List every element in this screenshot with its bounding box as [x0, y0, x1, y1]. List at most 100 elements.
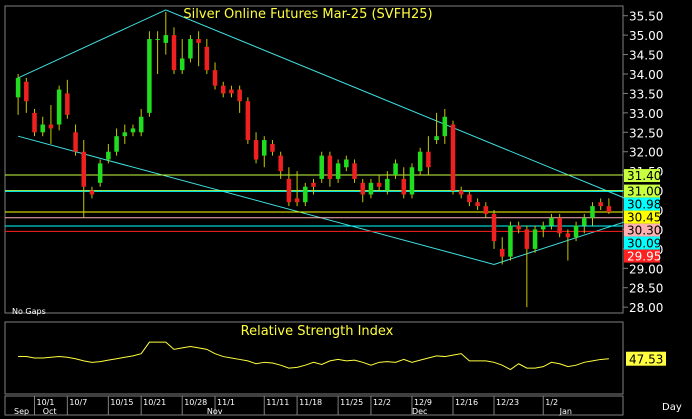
y-tick-label: 35.00	[629, 29, 663, 43]
candle-body	[262, 140, 267, 156]
candle-body	[450, 124, 456, 191]
candle-body	[475, 202, 480, 207]
candle-body	[24, 81, 29, 102]
level-label: 30.98	[627, 198, 661, 212]
candle-body	[344, 159, 349, 168]
candle-body	[499, 248, 505, 257]
level-label: 30.30	[627, 224, 661, 238]
candle-body	[458, 190, 464, 195]
y-tick-label: 35.50	[629, 10, 663, 24]
candle-body	[434, 136, 439, 141]
candle-body	[138, 116, 144, 133]
candle-body	[483, 206, 489, 214]
candle-body	[549, 217, 554, 226]
level-label-box	[624, 223, 660, 237]
rsi-value-box	[626, 351, 666, 366]
candle-body	[368, 182, 374, 195]
x-day-label: 12/23	[496, 398, 519, 407]
x-day-label: 10/7	[69, 398, 87, 407]
rsi-title: Relative Strength Index	[241, 324, 394, 339]
candle-body	[286, 178, 292, 203]
candle-body	[15, 77, 21, 98]
level-label: 30.45	[627, 211, 661, 225]
y-tick-label: 33.00	[629, 107, 663, 121]
x-day-label: 11/18	[299, 398, 322, 407]
y-tick-label: 34.50	[629, 49, 663, 63]
time-axis: 10/1 10/7 10/15 10/21 10/28 11/1 11/11 11/18 11/…	[14, 396, 572, 416]
candle-body	[106, 151, 111, 160]
candle-body	[196, 39, 201, 43]
candle-body	[385, 178, 390, 191]
x-day-label: 11/11	[266, 398, 289, 407]
candle-body	[590, 206, 595, 218]
candle-body	[130, 128, 136, 133]
candle-body	[155, 39, 160, 41]
candle-body	[426, 151, 431, 168]
candle-body	[532, 229, 538, 249]
rsi-panel-frame	[4, 321, 624, 395]
candle-body	[598, 202, 603, 207]
candle-body	[204, 46, 210, 71]
x-month-label: Jan	[559, 407, 572, 416]
candle-body	[335, 163, 341, 179]
y-tick-label: 33.50	[629, 87, 663, 101]
level-label-box	[624, 169, 660, 183]
x-day-label: 12/2	[373, 398, 391, 407]
candle-body	[417, 151, 423, 172]
candle-body	[97, 163, 103, 183]
candle-body	[270, 143, 275, 152]
x-day-label: 1/2	[545, 398, 558, 407]
candle-body	[442, 116, 448, 137]
level-label: 31.40	[627, 169, 661, 183]
time-axis-frame	[4, 395, 624, 416]
y-tick-label: 34.00	[629, 68, 663, 82]
candle-body	[179, 58, 185, 71]
candle-body	[73, 132, 78, 152]
candle-body	[294, 198, 300, 203]
candle-body	[540, 225, 546, 230]
candle-body	[557, 217, 562, 234]
candle-body	[220, 85, 226, 94]
level-label-box	[624, 184, 660, 198]
candle-body	[303, 186, 308, 203]
candle-body	[467, 194, 472, 203]
candle-body	[48, 124, 54, 129]
candle-body	[409, 167, 415, 195]
candle-body	[508, 225, 513, 257]
y-tick-label: 29.00	[629, 262, 663, 276]
candle-body	[582, 217, 587, 226]
level-label-box	[624, 210, 660, 224]
x-day-label: 12/16	[455, 398, 478, 407]
x-day-label: 12/9	[414, 398, 432, 407]
trend-channel	[17, 9, 626, 265]
candle-body	[237, 89, 242, 102]
rsi-line: 47.53	[18, 341, 666, 371]
level-label: 30.09	[627, 237, 661, 251]
candle-body	[401, 178, 407, 195]
candle-body	[565, 233, 571, 238]
candle-body	[278, 155, 283, 172]
candle-body	[81, 151, 87, 187]
period-label[interactable]: Day	[662, 402, 682, 413]
candle-body	[32, 112, 37, 133]
y-tick-label: 32.00	[629, 146, 663, 160]
y-tick-label: 28.50	[629, 282, 663, 296]
candle-body	[122, 132, 128, 137]
channel-line-lower	[17, 135, 626, 265]
candle-body	[524, 229, 530, 249]
candle-body	[393, 163, 398, 176]
rsi-series-line	[18, 341, 609, 371]
candle-body	[376, 182, 382, 187]
candle-body	[253, 140, 259, 160]
x-day-label: 10/15	[110, 398, 133, 407]
x-day-label: 10/28	[184, 398, 207, 407]
x-month-label: Nov	[207, 407, 223, 416]
x-month-label: Oct	[43, 407, 57, 416]
chart-title: Silver Online Futures Mar-25 (SVFH25)	[183, 7, 432, 22]
gaps-label: No Gaps	[12, 307, 46, 316]
level-label: 29.95	[627, 250, 661, 264]
candle-body	[147, 39, 152, 113]
candle-body	[65, 93, 70, 115]
